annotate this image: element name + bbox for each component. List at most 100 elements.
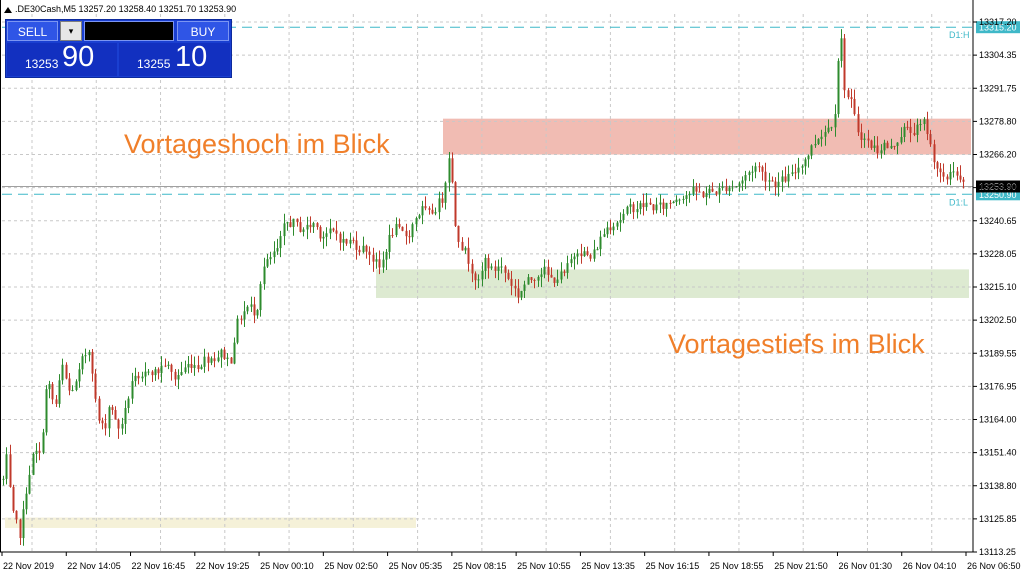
- candle-body: [157, 369, 160, 374]
- candle-body: [814, 144, 817, 146]
- candle-body: [428, 208, 431, 210]
- candle-body: [900, 136, 903, 143]
- candle-body: [259, 284, 262, 311]
- candle-body: [794, 172, 797, 174]
- annotation-layer: Vortageshoch im Blick Vortagestiefs im B…: [124, 129, 925, 359]
- candle-body: [385, 251, 388, 260]
- candle-body: [141, 376, 144, 379]
- candle-body: [256, 310, 259, 316]
- buy-price-small: 13255: [137, 57, 171, 71]
- candle-body: [619, 219, 622, 223]
- candle-body: [345, 239, 348, 244]
- candle-body: [292, 218, 295, 227]
- candle-body: [553, 277, 556, 283]
- candle-body: [810, 145, 813, 156]
- candle-body: [517, 288, 520, 298]
- candle-body: [81, 356, 84, 370]
- candle-body: [751, 171, 754, 173]
- candle-body: [167, 364, 170, 366]
- candle-body: [956, 171, 959, 176]
- candle-body: [302, 229, 305, 232]
- buy-button[interactable]: BUY: [177, 21, 229, 41]
- candle-body: [438, 198, 441, 213]
- candle-body: [781, 176, 784, 182]
- candle-body: [210, 358, 213, 363]
- candle-body: [857, 114, 860, 133]
- candle-body: [484, 257, 487, 271]
- candle-body: [886, 142, 889, 149]
- chevron-down-icon: ▾: [68, 26, 74, 36]
- candle-body: [642, 203, 645, 208]
- candle-body: [418, 215, 421, 219]
- candle-body: [434, 212, 437, 214]
- x-tick-label: 22 Nov 2019: [3, 561, 54, 571]
- candle-body: [777, 181, 780, 187]
- candle-body: [187, 363, 190, 368]
- candle-body: [876, 145, 879, 154]
- candle-body: [134, 375, 137, 382]
- lot-size-input[interactable]: [84, 21, 174, 41]
- candle-body: [395, 223, 398, 236]
- y-tick-label: 13176.95: [979, 381, 1017, 391]
- candle-body: [19, 519, 22, 539]
- candle-body: [9, 454, 12, 487]
- candle-body: [510, 278, 513, 286]
- candle-body: [487, 257, 490, 269]
- candle-body: [457, 225, 460, 242]
- candle-body: [711, 188, 714, 192]
- candle-body: [609, 227, 612, 231]
- lot-dropdown-button[interactable]: ▾: [60, 21, 82, 41]
- candle-body: [580, 253, 583, 257]
- candle-body: [728, 187, 731, 192]
- candle-body: [787, 173, 790, 182]
- candle-body: [279, 236, 282, 249]
- candle-body: [834, 114, 837, 128]
- candle-body: [550, 274, 553, 278]
- candle-body: [840, 38, 843, 61]
- buy-price-display[interactable]: 13255 10: [119, 41, 230, 76]
- candle-body: [629, 204, 632, 207]
- x-tick-label: 22 Nov 14:05: [67, 561, 121, 571]
- candle-body: [744, 175, 747, 181]
- candle-body: [560, 271, 563, 280]
- level-label-1: D1:H: [949, 30, 970, 40]
- sell-button[interactable]: SELL: [7, 21, 58, 41]
- candle-body: [576, 253, 579, 257]
- candle-body: [352, 239, 355, 241]
- candle-body: [520, 290, 523, 298]
- y-tick-label: 13317.20: [979, 17, 1017, 27]
- collapse-triangle-icon[interactable]: [4, 6, 12, 13]
- candle-body: [669, 202, 672, 204]
- candle-body: [144, 371, 147, 377]
- candle-body: [636, 209, 639, 213]
- annotation-high-text: Vortageshoch im Blick: [124, 129, 390, 159]
- candle-body: [514, 285, 517, 289]
- candle-body: [688, 193, 691, 196]
- candle-body: [685, 195, 688, 199]
- y-tick-label: 13215.10: [979, 282, 1017, 292]
- candle-body: [748, 172, 751, 176]
- candle-body: [804, 159, 807, 167]
- candle-body: [65, 364, 68, 379]
- candle-body: [273, 251, 276, 258]
- candle-body: [490, 266, 493, 269]
- candle-body: [180, 372, 183, 376]
- candle-body: [283, 223, 286, 237]
- candle-body: [421, 206, 424, 216]
- candle-body: [860, 132, 863, 140]
- candle-body: [926, 119, 929, 135]
- sell-price-display[interactable]: 13253 90: [7, 41, 117, 76]
- x-tick-label: 25 Nov 21:50: [774, 561, 828, 571]
- candle-body: [151, 371, 154, 376]
- candle-body: [362, 245, 365, 253]
- x-tick-label: 22 Nov 16:45: [132, 561, 186, 571]
- candle-body: [230, 357, 233, 364]
- candle-body: [42, 432, 45, 453]
- candle-body: [599, 236, 602, 250]
- candle-body: [184, 367, 187, 373]
- candle-body: [51, 384, 54, 400]
- candle-body: [566, 263, 569, 273]
- candle-body: [35, 450, 38, 454]
- candle-body: [867, 138, 870, 141]
- candle-body: [705, 193, 708, 198]
